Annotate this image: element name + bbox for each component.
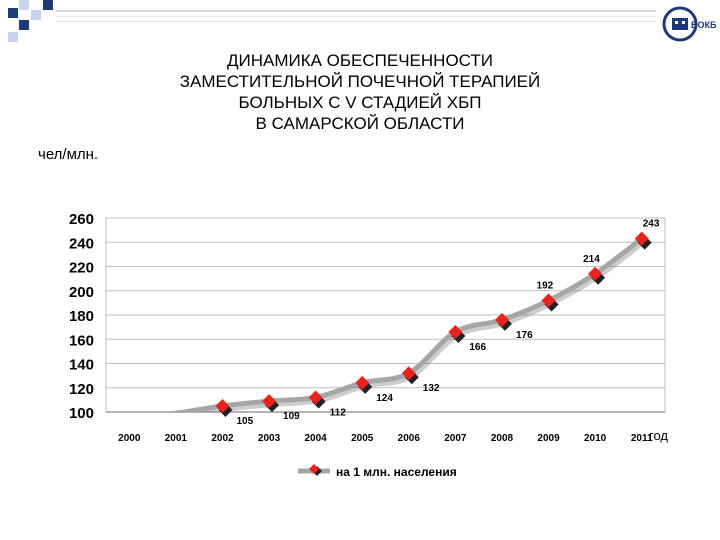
x-tick-label: 2011 — [631, 433, 653, 444]
y-tick-label: 260 — [69, 211, 94, 228]
data-point — [355, 375, 370, 390]
y-tick-label: 120 — [69, 381, 94, 398]
x-tick-label: 2004 — [305, 433, 328, 444]
data-label: 166 — [469, 342, 486, 353]
y-tick-label: 180 — [69, 308, 94, 325]
logo-text: БОКБ — [691, 20, 716, 30]
corner-squares — [8, 0, 53, 42]
x-tick-label: 2005 — [351, 433, 374, 444]
x-tick-label: 2008 — [491, 433, 514, 444]
page-title: ДИНАМИКА ОБЕСПЕЧЕННОСТИ ЗАМЕСТИТЕЛЬНОЙ П… — [120, 50, 600, 134]
header-decoration — [8, 0, 656, 42]
data-point — [448, 324, 463, 339]
x-axis-unit-label: год — [649, 428, 668, 443]
data-label: 109 — [283, 411, 300, 422]
x-tick-label: 2010 — [584, 433, 607, 444]
legend: на 1 млн. населения — [298, 464, 457, 479]
data-label: 192 — [537, 280, 554, 291]
legend-label: на 1 млн. населения — [336, 465, 457, 479]
x-tick-label: 2002 — [211, 433, 234, 444]
data-label: 214 — [583, 254, 600, 265]
title-line-2: ЗАМЕСТИТЕЛЬНОЙ ПОЧЕЧНОЙ ТЕРАПИЕЙ — [179, 72, 541, 91]
data-point — [262, 394, 277, 409]
x-tick-label: 2001 — [165, 433, 188, 444]
y-tick-label: 240 — [69, 235, 94, 252]
data-label: 112 — [330, 407, 347, 418]
logo: БОКБ — [662, 6, 716, 42]
y-tick-label: 140 — [69, 357, 94, 374]
data-label: 105 — [236, 416, 253, 427]
data-label: 176 — [516, 330, 533, 341]
title-line-1: ДИНАМИКА ОБЕСПЕЧЕННОСТИ — [226, 51, 493, 70]
y-tick-label: 160 — [69, 332, 94, 349]
data-point — [588, 266, 603, 281]
header-stripes — [56, 10, 656, 22]
x-tick-label: 2000 — [118, 433, 141, 444]
data-label: 243 — [643, 219, 660, 230]
data-point — [541, 293, 556, 308]
x-tick-label: 2003 — [258, 433, 281, 444]
y-tick-label: 220 — [69, 260, 94, 277]
data-label: 132 — [423, 383, 440, 394]
y-tick-label: 200 — [69, 284, 94, 301]
title-line-4: В САМАРСКОЙ ОБЛАСТИ — [255, 114, 465, 133]
x-tick-label: 2007 — [444, 433, 467, 444]
x-tick-label: 2006 — [398, 433, 421, 444]
data-point — [494, 312, 509, 327]
data-point — [634, 231, 649, 246]
data-point — [401, 366, 416, 381]
title-line-3: БОЛЬНЫХ С V СТАДИЕЙ ХБП — [238, 93, 482, 112]
y-axis-unit-label: чел/млн. — [38, 146, 99, 163]
data-point — [215, 398, 230, 413]
x-tick-label: 2009 — [537, 433, 560, 444]
legend-marker — [309, 464, 319, 474]
data-label: 124 — [376, 393, 393, 404]
y-tick-label: 100 — [69, 405, 94, 422]
data-point — [308, 390, 323, 405]
